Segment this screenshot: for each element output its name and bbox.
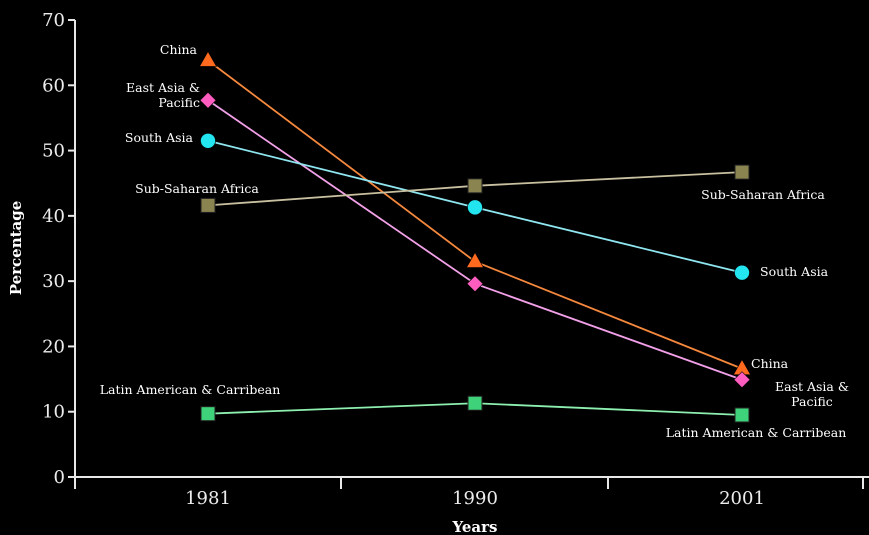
x-tick-label: 1990 <box>452 488 498 509</box>
data-point-square <box>467 178 483 194</box>
label-south-asia-1981: South Asia <box>125 130 194 145</box>
data-point-square <box>200 406 216 422</box>
data-point-circle <box>734 264 750 281</box>
series-layer <box>198 50 752 423</box>
y-tick-label: 10 <box>42 402 65 423</box>
y-tick-label: 30 <box>42 271 65 292</box>
label-latam-1981: Latin American & Carribean <box>100 382 281 397</box>
label-east-asia-2001: East Asia & Pacific <box>775 379 849 409</box>
data-point-square <box>467 395 483 411</box>
series-1 <box>199 91 751 389</box>
label-latam-2001: Latin American & Carribean <box>666 425 847 440</box>
data-point-square <box>200 197 216 213</box>
y-tick-label: 70 <box>42 10 65 31</box>
axes: 0 10 20 30 40 50 60 70 1981 1990 2001 Years Percenta… <box>7 10 869 535</box>
series-2 <box>200 132 750 281</box>
y-tick-label: 20 <box>42 336 65 357</box>
label-ssa-1981: Sub-Saharan Africa <box>135 181 259 196</box>
x-axis-title: Years <box>451 518 497 535</box>
y-tick-label: 40 <box>42 206 65 227</box>
data-point-diamond <box>199 91 217 109</box>
y-tick-label: 50 <box>42 141 65 162</box>
series-4 <box>200 395 750 423</box>
data-point-diamond <box>466 275 484 293</box>
data-point-circle <box>467 199 483 216</box>
data-point-triangle <box>465 251 485 268</box>
data-point-circle <box>200 132 216 149</box>
x-tick-label: 2001 <box>719 488 765 509</box>
data-point-square <box>734 164 750 180</box>
label-china-1981: China <box>160 42 198 57</box>
y-tick-label: 60 <box>42 75 65 96</box>
label-south-asia-2001: South Asia <box>760 264 829 279</box>
data-point-square <box>734 407 750 423</box>
label-china-2001: China <box>751 356 789 371</box>
series-line <box>207 99 743 381</box>
label-east-asia-1981: East Asia & Pacific <box>126 80 200 110</box>
data-point-triangle <box>198 50 218 67</box>
y-axis-title: Percentage <box>7 201 25 296</box>
series-3 <box>200 164 750 213</box>
label-layer: China China East Asia & Pacific East Asia & P… <box>100 42 849 440</box>
data-point-diamond <box>733 371 751 389</box>
x-tick-label: 1981 <box>185 488 231 509</box>
label-ssa-2001: Sub-Saharan Africa <box>701 187 825 202</box>
y-tick-label: 0 <box>54 467 65 488</box>
